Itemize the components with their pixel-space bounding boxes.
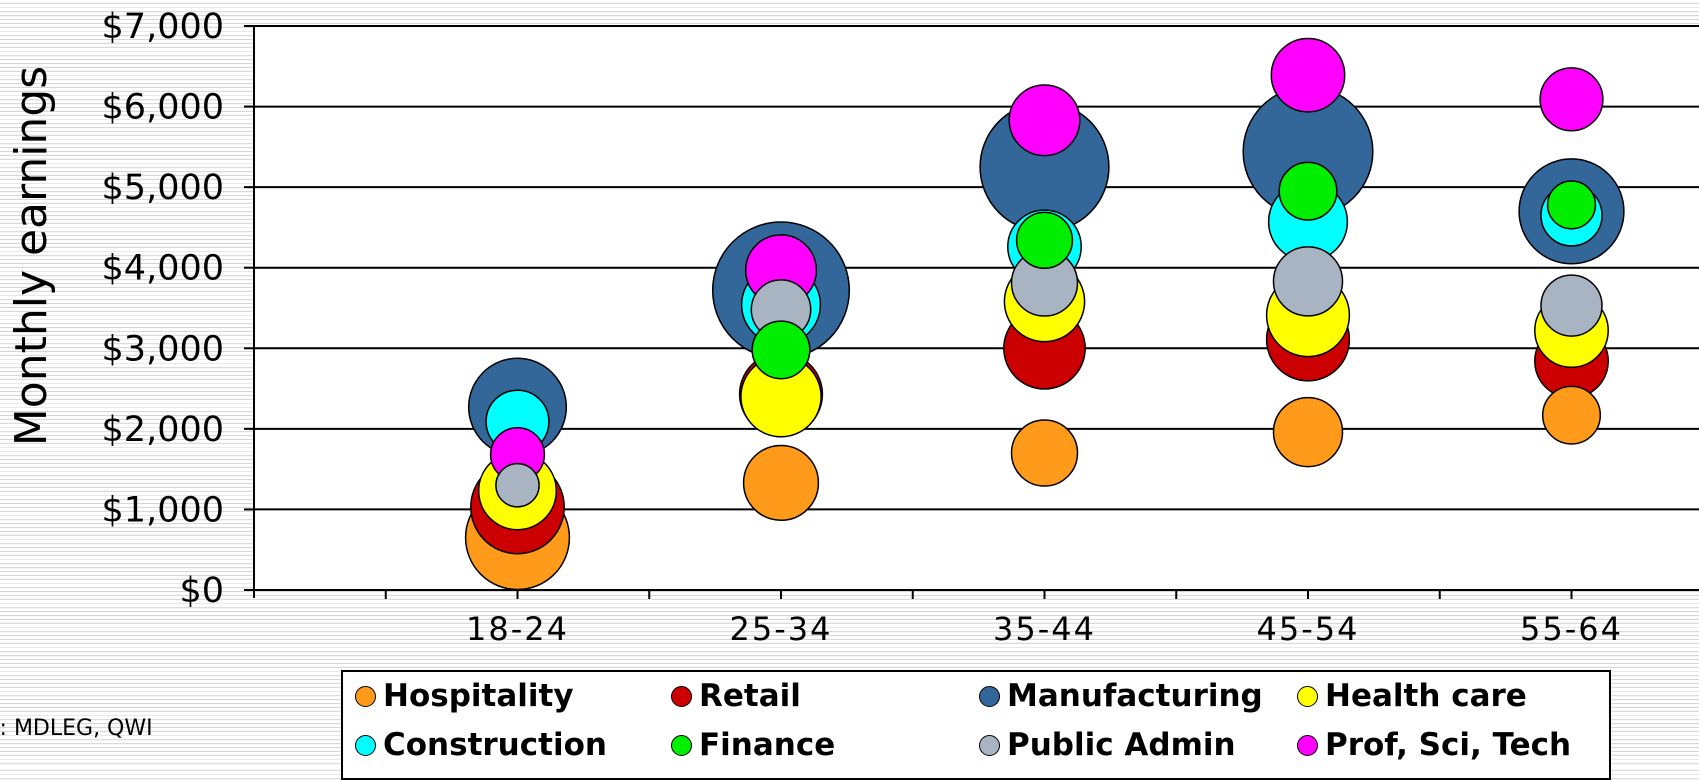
legend-item: Finance [671,725,835,765]
bubble-hospitality-55-64 [1541,385,1602,445]
legend-label: Finance [699,727,836,763]
legend-label: Public Admin [1007,727,1236,763]
legend-label: Prof, Sci, Tech [1325,727,1572,763]
x-tick-label: 35-44 [993,610,1096,648]
x-tick-label: 55-64 [1520,610,1623,648]
bubble-prof-sci-tech-55-64 [1539,67,1604,132]
bubble-finance-55-64 [1546,180,1597,230]
legend-swatch [355,734,376,756]
legend-swatch [979,734,1000,756]
legend: Hospitality Retail Manufacturing Health car… [341,670,1611,780]
legend-label: Construction [383,727,607,763]
y-tick-label: $1,000 [102,490,224,530]
legend-swatch [355,685,376,707]
bubble-hospitality-35-44 [1010,419,1079,487]
bubble-finance-45-54 [1278,161,1338,221]
x-tick-label: 18-24 [466,610,569,648]
bubble-finance-35-44 [1015,211,1074,269]
legend-item: Public Admin [979,725,1236,765]
legend-item: Health care [1297,676,1527,716]
y-tick-label: $7,000 [102,7,224,47]
bubble-prof-sci-tech-45-54 [1270,37,1346,113]
legend-item: Manufacturing [979,676,1263,716]
y-tick-label: $5,000 [102,168,224,208]
y-tick-label: $3,000 [102,329,224,369]
legend-swatch [671,734,692,756]
x-tick-label: 25-34 [730,610,833,648]
bubble-hospitality-45-54 [1272,396,1344,468]
bubble-prof-sci-tech-35-44 [1008,84,1081,157]
legend-label: Health care [1325,678,1527,714]
y-tick-label: $2,000 [102,410,224,450]
legend-swatch [979,685,1000,707]
legend-item: Hospitality [355,676,574,716]
y-tick-label: $0 [179,571,224,611]
legend-item: Construction [355,725,607,765]
legend-swatch [1297,685,1318,707]
legend-item: Prof, Sci, Tech [1297,725,1571,765]
source-note: e: MDLEG, QWI [0,716,153,741]
legend-label: Retail [699,678,801,714]
y-axis-label: Monthly earnings [6,65,57,447]
bubble-hospitality-25-34 [742,444,820,521]
legend-item: Retail [671,676,801,716]
x-tick-label: 45-54 [1257,610,1360,648]
legend-swatch [1297,734,1318,756]
legend-swatch [671,685,692,707]
bubble-public-admin-55-64 [1540,274,1603,337]
bubble-finance-25-34 [751,320,811,380]
bubble-public-admin-45-54 [1272,246,1344,317]
bubble-public-admin-18-24 [495,462,540,508]
legend-label: Hospitality [383,678,574,714]
legend-label: Manufacturing [1007,678,1263,714]
y-tick-label: $4,000 [102,249,224,289]
y-tick-label: $6,000 [102,88,224,128]
